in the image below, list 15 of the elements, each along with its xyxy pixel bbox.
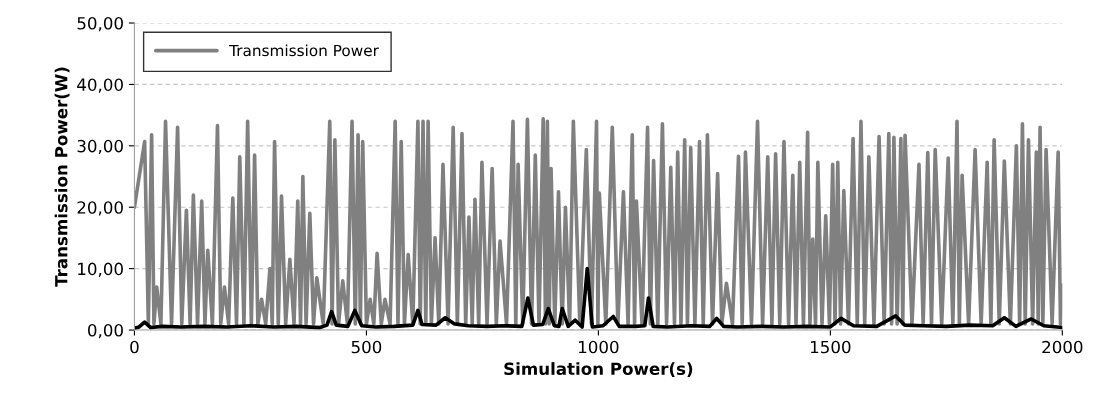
x-tick-label: 2000 <box>1042 340 1083 354</box>
x-tick-label: 1500 <box>810 340 851 354</box>
x-tick-label: 0 <box>130 340 139 354</box>
y-tick-label: 10,00 <box>78 262 123 277</box>
x-tick-label: 1000 <box>579 340 619 354</box>
y-tick-label: 50,00 <box>77 16 123 32</box>
y-tick-label: 20,00 <box>77 201 123 216</box>
y-tick-label: 40,00 <box>77 78 123 93</box>
x-axis-title: Simulation Power(s) <box>504 362 693 377</box>
y-axis-title: Transmission Power(W) <box>54 67 70 287</box>
x-tick-label: 500 <box>351 340 382 354</box>
y-tick-label: 0,00 <box>88 324 123 339</box>
y-tick-label: 30,00 <box>77 139 123 155</box>
line-series <box>134 117 1063 326</box>
legend-label: Transmission Power <box>229 44 379 57</box>
